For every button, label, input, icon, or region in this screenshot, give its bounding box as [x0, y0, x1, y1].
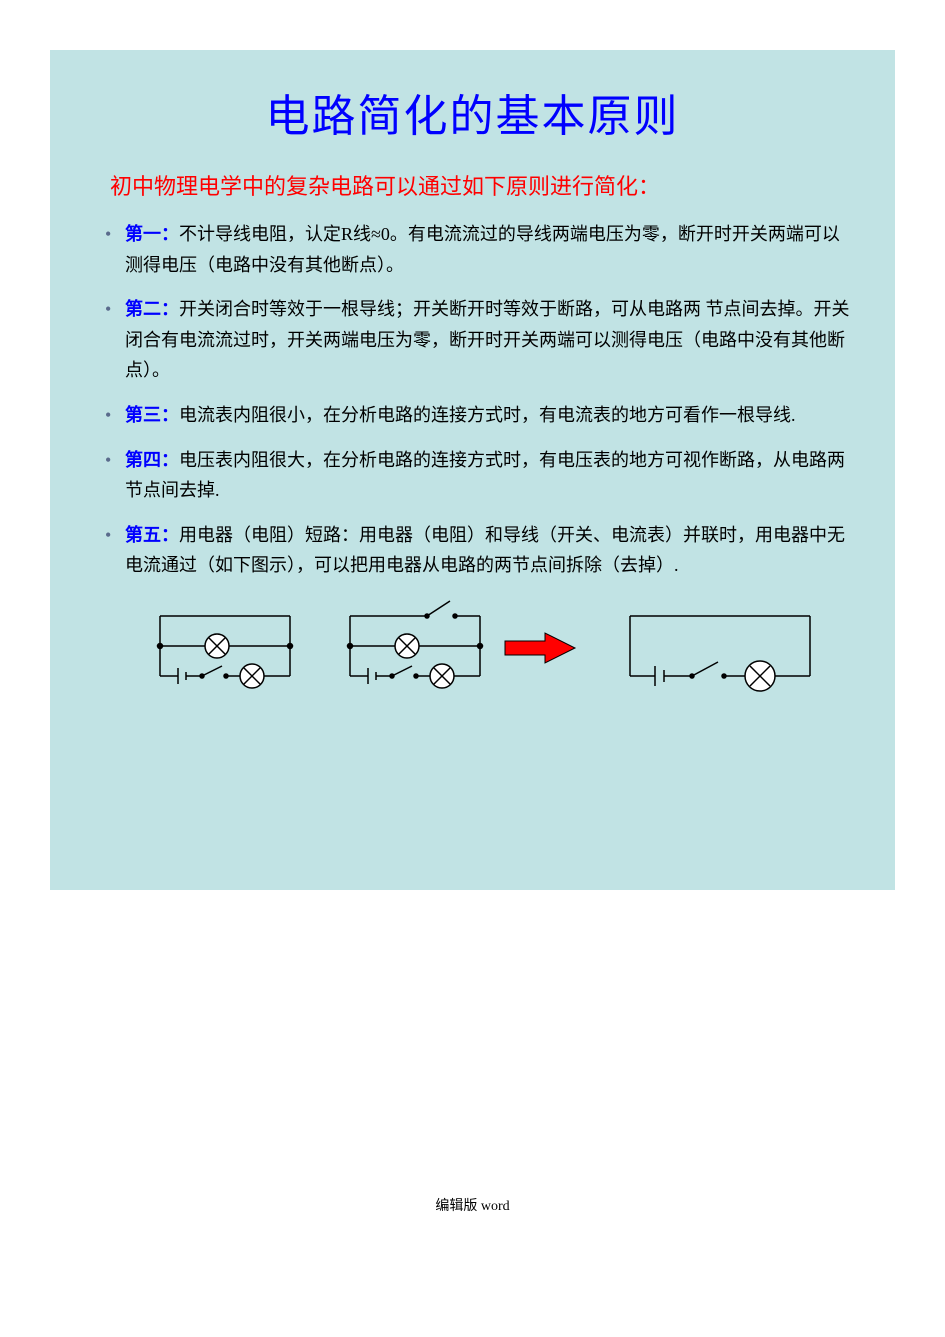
- circuit-c: [630, 616, 810, 691]
- principle-item-3: 第三：电流表内阻很小，在分析电路的连接方式时，有电流表的地方可看作一根导线.: [100, 400, 855, 431]
- principles-list: 第一：不计导线电阻，认定R线≈0。有电流流过的导线两端电压为零，断开时开关两端可…: [80, 219, 865, 581]
- principle-item-5: 第五：用电器（电阻）短路：用电器（电阻）和导线（开关、电流表）并联时，用电器中无…: [100, 520, 855, 581]
- principle-item-1: 第一：不计导线电阻，认定R线≈0。有电流流过的导线两端电压为零，断开时开关两端可…: [100, 219, 855, 280]
- principle-item-4: 第四：电压表内阻很大，在分析电路的连接方式时，有电压表的地方可视作断路，从电路两…: [100, 445, 855, 506]
- arrow-icon: [505, 633, 575, 663]
- principle-text: 不计导线电阻，认定R线≈0。有电流流过的导线两端电压为零，断开时开关两端可以测得…: [125, 224, 840, 275]
- slide-title: 电路简化的基本原则: [80, 80, 865, 144]
- principle-text: 电流表内阻很小，在分析电路的连接方式时，有电流表的地方可看作一根导线.: [179, 405, 796, 425]
- principle-text: 电压表内阻很大，在分析电路的连接方式时，有电压表的地方可视作断路，从电路两节点间…: [125, 450, 845, 501]
- principle-label: 第五：: [125, 525, 179, 545]
- principle-text: 用电器（电阻）短路：用电器（电阻）和导线（开关、电流表）并联时，用电器中无电流通…: [125, 525, 845, 576]
- principle-label: 第三：: [125, 405, 179, 425]
- principle-label: 第四：: [125, 450, 179, 470]
- circuit-b: [348, 601, 483, 688]
- principle-text: 开关闭合时等效于一根导线；开关断开时等效于断路，可从电路两 节点间去掉。开关闭合…: [125, 299, 850, 380]
- document-page: 电路简化的基本原则 初中物理电学中的复杂电路可以通过如下原则进行简化： 第一：不…: [0, 0, 945, 1337]
- slide-subtitle: 初中物理电学中的复杂电路可以通过如下原则进行简化：: [110, 169, 865, 201]
- circuit-diagram-row: [80, 596, 865, 701]
- principle-label: 第二：: [125, 299, 179, 319]
- principle-label: 第一：: [125, 224, 179, 244]
- circuit-a: [158, 616, 293, 688]
- circuit-svg: [140, 596, 840, 696]
- slide-panel: 电路简化的基本原则 初中物理电学中的复杂电路可以通过如下原则进行简化： 第一：不…: [50, 50, 895, 890]
- page-footer: 编辑版 word: [0, 1195, 945, 1215]
- principle-item-2: 第二：开关闭合时等效于一根导线；开关断开时等效于断路，可从电路两 节点间去掉。开…: [100, 294, 855, 386]
